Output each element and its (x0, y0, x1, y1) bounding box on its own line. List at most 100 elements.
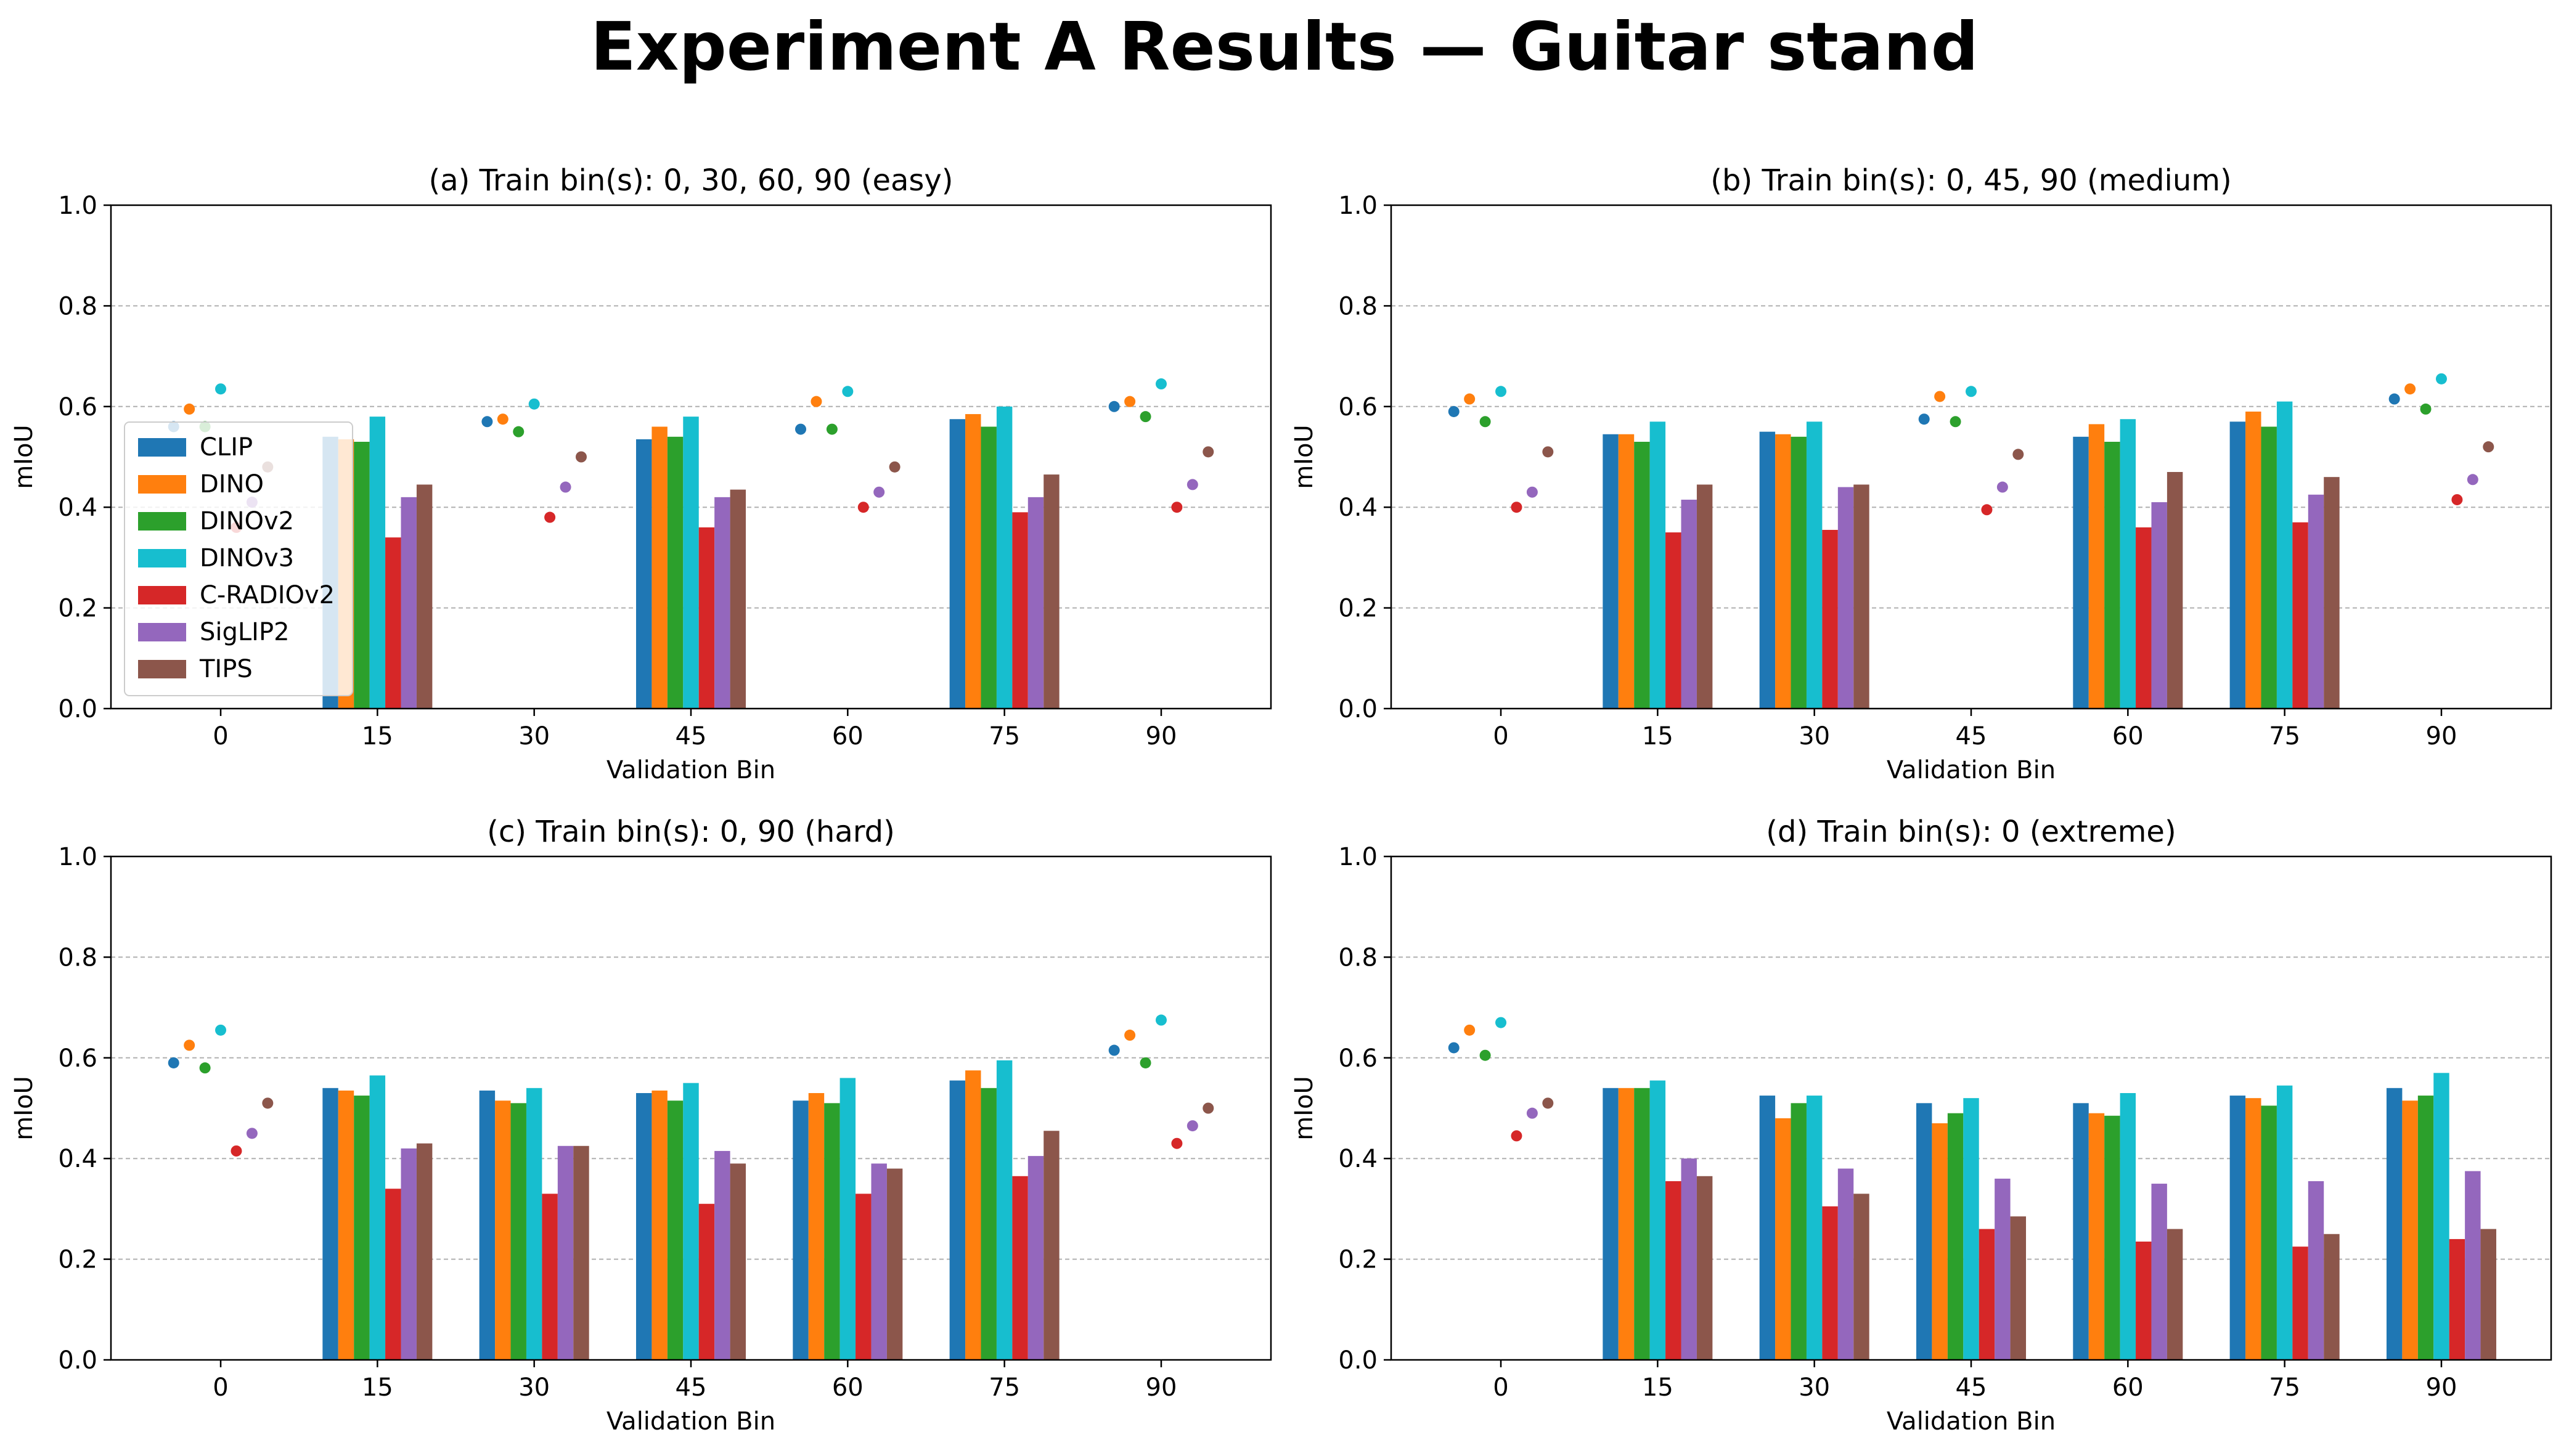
point (795, 423, 807, 435)
bar (698, 1203, 715, 1360)
point (575, 451, 587, 463)
point (2467, 474, 2478, 486)
subplot-title: (a) Train bin(s): 0, 30, 60, 90 (easy) (428, 163, 953, 198)
bar (2386, 1088, 2403, 1360)
point (1526, 1107, 1538, 1119)
subplot-2: 0.0 0.2 0.4 0.6 0.8 1.0 0 15 30 45 60 75 90 (c) Train… (10, 815, 1272, 1436)
bar (416, 484, 433, 709)
point (1140, 411, 1151, 423)
bar (871, 1163, 887, 1360)
bar (1665, 1181, 1681, 1360)
bar (1916, 1103, 1932, 1360)
bar (886, 1168, 903, 1360)
bar (1044, 1131, 1060, 1360)
bar (369, 417, 386, 709)
point (1124, 1030, 1136, 1041)
bar (793, 1100, 809, 1360)
bar (2120, 419, 2136, 709)
point (1448, 1042, 1460, 1054)
bar (714, 497, 730, 709)
point (2435, 373, 2447, 384)
y-tick-label: 0.2 (58, 1246, 97, 1274)
legend-label: DINOv3 (200, 544, 294, 572)
legend-swatch (138, 660, 186, 678)
point (199, 1062, 211, 1074)
bar (1696, 1176, 1713, 1360)
bar (981, 1088, 997, 1360)
point (1511, 1130, 1522, 1142)
bar (635, 1092, 652, 1360)
x-axis-label: Validation Bin (607, 1407, 775, 1436)
y-tick-label: 0.6 (1338, 393, 1378, 421)
point (1934, 391, 1946, 402)
x-tick-label: 90 (1146, 1373, 1177, 1402)
bar (856, 1194, 872, 1360)
point (1171, 502, 1183, 513)
legend: CLIP DINO DINOv2 DINOv3 C-RADIOv2 SigLIP2 TIPS (124, 421, 353, 696)
bar (635, 439, 652, 709)
legend-swatch (138, 512, 186, 531)
x-tick-label: 75 (989, 1373, 1020, 1402)
x-tick-label: 90 (2426, 722, 2457, 750)
x-tick-label: 30 (1799, 722, 1830, 750)
x-tick-label: 45 (676, 722, 707, 750)
bar (2324, 1234, 2340, 1360)
point (1448, 405, 1460, 417)
y-tick-label: 0.0 (1338, 695, 1378, 723)
bar (2167, 1229, 2183, 1360)
point (544, 511, 556, 523)
x-axis-label: Validation Bin (1887, 1407, 2056, 1436)
x-tick-label: 15 (362, 722, 393, 750)
x-tick-label: 30 (1799, 1373, 1830, 1402)
legend-swatch (138, 438, 186, 457)
point (1526, 486, 1538, 498)
legend-label: SigLIP2 (200, 618, 290, 646)
point (1966, 386, 1977, 397)
y-tick-label: 0.8 (1338, 943, 1378, 972)
bar (2167, 472, 2183, 709)
legend-label: TIPS (199, 655, 253, 683)
bar (683, 417, 699, 709)
bar (1837, 487, 1854, 709)
point (513, 426, 525, 437)
bar (1979, 1229, 1995, 1360)
subplot-title: (c) Train bin(s): 0, 90 (hard) (487, 815, 895, 849)
bar (683, 1083, 699, 1360)
bar (1027, 497, 1044, 709)
bar (698, 527, 715, 709)
point (1124, 396, 1136, 407)
bar (1012, 512, 1028, 709)
bar (2417, 1096, 2434, 1360)
bar (1995, 1178, 2011, 1360)
bar (2449, 1238, 2465, 1360)
y-axis-label: mIoU (1290, 1076, 1318, 1141)
bar (354, 1096, 370, 1360)
x-tick-label: 30 (518, 722, 550, 750)
x-axis-label: Validation Bin (607, 756, 775, 784)
bar (2136, 1242, 2152, 1360)
y-tick-label: 0.2 (1338, 1246, 1378, 1274)
y-tick-label: 0.0 (1338, 1346, 1378, 1375)
bar (1759, 431, 1776, 709)
x-tick-label: 75 (2269, 722, 2300, 750)
point (497, 413, 508, 425)
bar (1696, 484, 1713, 709)
bar (2104, 1115, 2120, 1360)
bar (1837, 1168, 1854, 1360)
bar (824, 1103, 840, 1360)
x-tick-label: 45 (1956, 722, 1987, 750)
bar (1618, 1088, 1635, 1360)
bar (338, 1090, 354, 1360)
bar (996, 1060, 1013, 1360)
point (873, 486, 885, 498)
bar (479, 1090, 496, 1360)
bar (2261, 426, 2277, 709)
point (231, 1145, 242, 1157)
point (1171, 1137, 1183, 1149)
bar (2088, 1113, 2105, 1360)
x-tick-label: 45 (676, 1373, 707, 1402)
bar (1775, 434, 1791, 709)
x-tick-label: 45 (1956, 1373, 1987, 1402)
bar (808, 1092, 825, 1360)
bar (1603, 434, 1619, 709)
